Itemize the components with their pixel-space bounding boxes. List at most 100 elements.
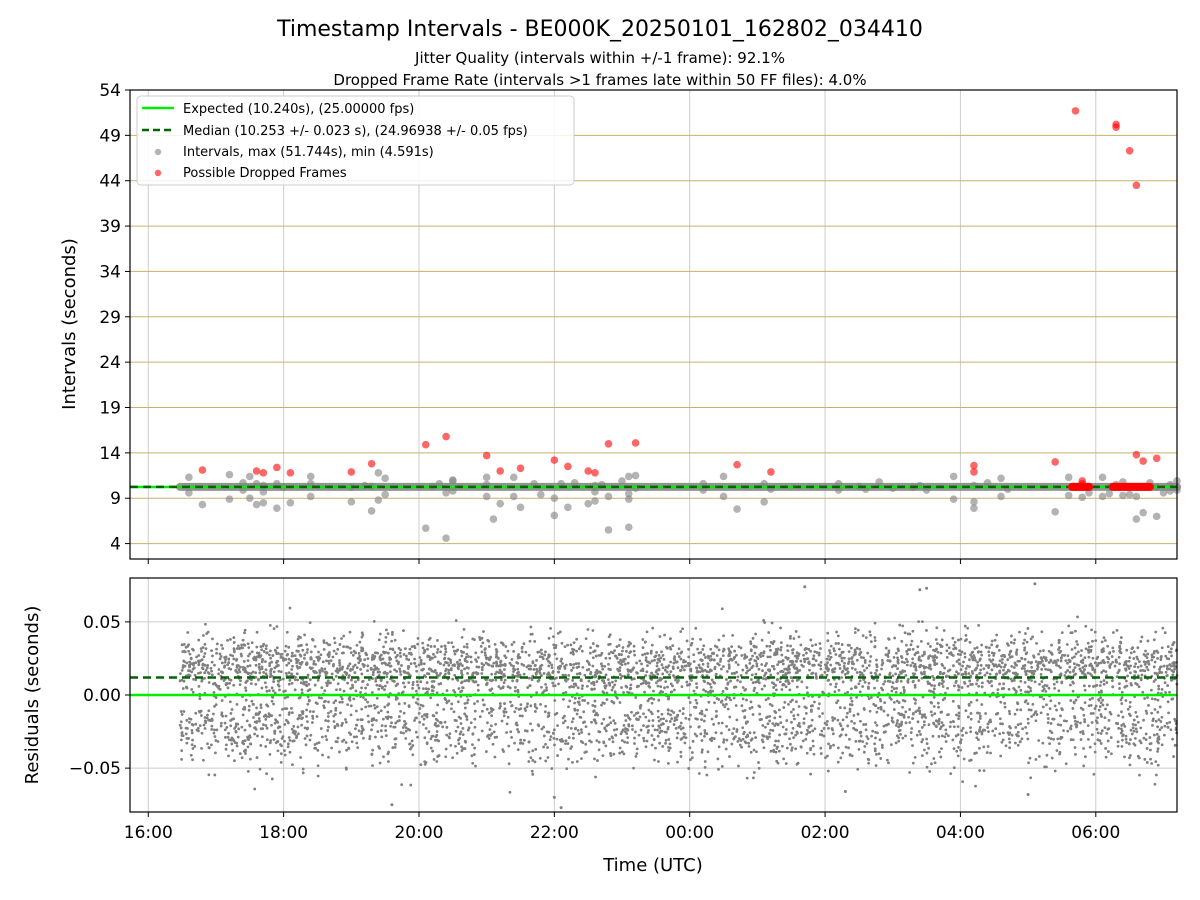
residual-point: [444, 698, 447, 702]
residual-point: [668, 742, 672, 746]
residual-point: [884, 646, 888, 650]
residual-point: [717, 745, 721, 749]
residual-point: [316, 748, 320, 752]
residual-point: [787, 665, 791, 669]
residual-point: [340, 724, 344, 727]
residual-point: [917, 679, 921, 682]
residual-point: [812, 752, 816, 756]
residual-point: [632, 666, 636, 670]
residual-point: [411, 683, 415, 687]
residual-point: [781, 662, 785, 666]
interval-point: [550, 494, 559, 503]
residual-point: [938, 727, 942, 731]
residual-point: [986, 745, 990, 748]
residual-point: [867, 761, 871, 765]
residual-point: [287, 712, 291, 716]
residual-point: [722, 648, 726, 651]
residual-point: [626, 673, 630, 677]
residual-point: [403, 685, 407, 689]
residual-point: [395, 669, 399, 673]
residual-point: [415, 680, 419, 683]
residual-point: [516, 674, 519, 678]
residual-point: [563, 667, 567, 670]
residual-point: [1066, 729, 1070, 733]
residual-point: [391, 647, 394, 651]
residual-point: [1129, 738, 1132, 741]
residual-point: [303, 726, 307, 730]
residual-point: [952, 647, 956, 651]
residual-point: [357, 651, 361, 655]
residual-point: [272, 670, 276, 674]
residual-point: [268, 623, 272, 627]
residual-point: [703, 668, 707, 672]
residual-point: [1166, 684, 1170, 687]
residual-point: [405, 657, 409, 661]
residual-point: [879, 705, 883, 709]
residual-point: [308, 678, 312, 681]
residual-point: [775, 759, 779, 763]
residual-point: [734, 704, 738, 707]
residual-point: [229, 638, 232, 641]
residual-point: [1099, 661, 1103, 665]
residual-point: [450, 707, 453, 711]
residual-point: [998, 732, 1002, 736]
residual-point: [1102, 669, 1105, 673]
residual-point: [679, 657, 683, 661]
residual-point: [936, 650, 940, 654]
residual-point: [336, 647, 340, 651]
residual-point: [1163, 681, 1167, 684]
residual-point: [969, 700, 973, 704]
residual-point: [658, 676, 662, 680]
residual-point: [571, 666, 575, 670]
interval-point: [618, 477, 626, 485]
residual-point: [884, 723, 888, 727]
residual-point: [769, 728, 772, 732]
residual-point: [201, 663, 205, 667]
dropped-frame-point: [1125, 146, 1134, 155]
residual-point: [361, 633, 365, 637]
residual-point: [684, 716, 688, 720]
residual-point: [550, 767, 554, 770]
residual-point: [986, 679, 990, 683]
residual-point: [530, 769, 534, 773]
residual-point: [193, 744, 197, 748]
residual-point: [552, 635, 555, 638]
residual-point: [794, 733, 797, 737]
residual-point: [1154, 678, 1157, 681]
residual-point: [503, 702, 506, 705]
residual-point: [200, 658, 204, 662]
residual-point: [307, 682, 311, 686]
residual-point: [866, 685, 870, 689]
residual-point: [316, 679, 320, 682]
residual-point: [320, 735, 324, 739]
residual-point: [630, 668, 634, 672]
residual-point: [925, 751, 929, 755]
residual-point: [709, 685, 713, 689]
intervals-y-tick-label: 49: [99, 126, 121, 146]
residual-point: [190, 731, 194, 735]
residual-point: [880, 667, 883, 671]
residual-point: [397, 646, 401, 650]
residual-point: [235, 664, 239, 667]
residual-point: [1069, 683, 1072, 687]
residual-point: [498, 706, 501, 710]
residual-point: [332, 636, 336, 640]
residual-point: [416, 642, 420, 646]
residual-point: [203, 642, 207, 646]
residual-point: [444, 755, 448, 759]
residual-point: [789, 644, 792, 648]
residual-point: [638, 715, 642, 719]
residual-point: [334, 699, 338, 703]
residual-point: [589, 672, 592, 676]
residual-point: [779, 648, 783, 652]
residual-point: [328, 651, 331, 654]
residual-point: [607, 643, 611, 646]
residual-point: [484, 653, 487, 657]
residual-point: [469, 660, 473, 664]
residual-point: [1172, 661, 1176, 664]
residual-point: [416, 735, 419, 739]
residual-point: [403, 671, 407, 674]
residual-point: [839, 756, 843, 760]
residual-point: [1077, 663, 1081, 667]
residual-point: [1082, 764, 1086, 768]
